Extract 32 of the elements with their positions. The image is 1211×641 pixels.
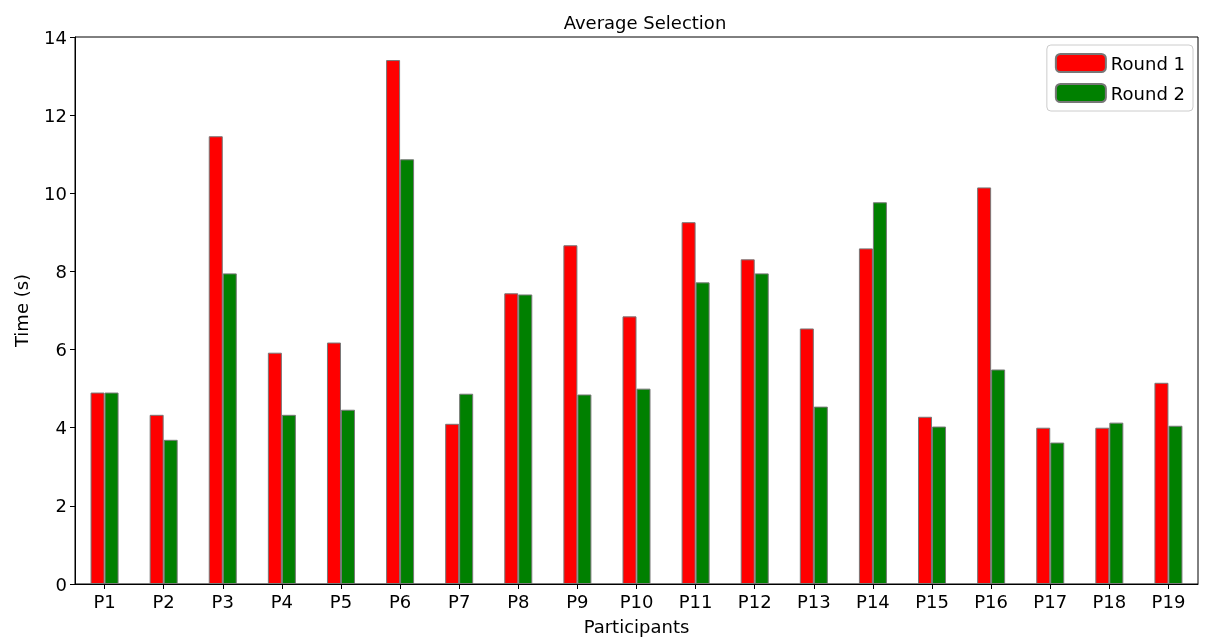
- x-tick-label: P13: [796, 590, 831, 612]
- x-tick-label: P5: [329, 590, 353, 612]
- x-tick-label: P14: [856, 590, 890, 612]
- y-tick-label: 10: [44, 182, 67, 204]
- x-tick-label: P7: [448, 590, 471, 612]
- x-tick-label: P18: [1092, 590, 1127, 612]
- x-tick-label: P10: [619, 590, 654, 612]
- x-tick-label: P3: [211, 590, 234, 612]
- x-tick-label: P9: [566, 590, 589, 612]
- x-tick-label: P11: [678, 590, 713, 612]
- y-tick-label: 4: [55, 417, 67, 439]
- x-tick-label: P6: [388, 590, 412, 612]
- x-tick-label: P1: [93, 590, 116, 612]
- y-tick-label: 6: [55, 339, 67, 361]
- x-tick-label: P17: [1033, 590, 1068, 612]
- x-tick-label: P15: [915, 590, 949, 612]
- legend-label: Round 1: [1110, 52, 1186, 74]
- y-tick-label: 2: [55, 495, 67, 517]
- x-tick-label: P19: [1151, 590, 1186, 612]
- legend-label: Round 2: [1110, 82, 1186, 104]
- x-tick-label: P16: [974, 590, 1009, 612]
- x-axis-title: Participants: [583, 615, 690, 637]
- y-axis-title: Time (s): [10, 273, 32, 349]
- y-tick-label: 14: [44, 26, 67, 48]
- y-tick-label: 12: [44, 104, 67, 126]
- y-tick-label: 0: [55, 573, 67, 595]
- x-tick-label: P8: [507, 590, 530, 612]
- x-tick-label: P2: [152, 590, 175, 612]
- x-tick-label: P12: [737, 590, 772, 612]
- y-tick-label: 8: [55, 260, 67, 282]
- x-tick-label: P4: [270, 590, 294, 612]
- chart-title: Average Selection: [563, 11, 727, 33]
